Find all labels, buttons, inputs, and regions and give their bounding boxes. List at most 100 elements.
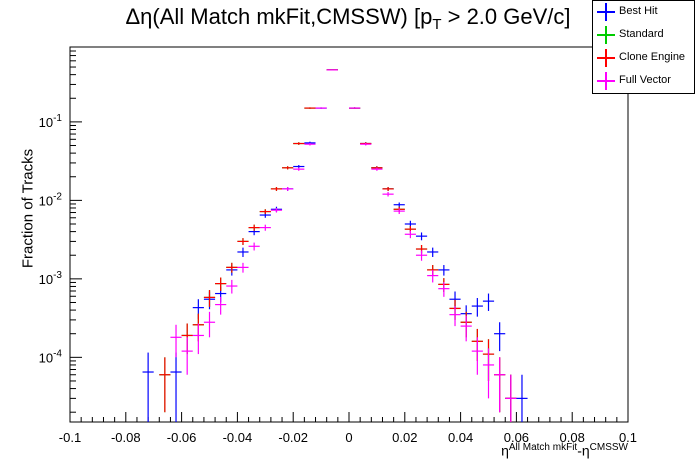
y-tick-exponent: -1 — [53, 113, 62, 124]
data-point — [203, 290, 216, 307]
y-tick-exponent: -3 — [53, 270, 62, 281]
y-tick-exponent: -4 — [53, 348, 62, 359]
x-tick-label: 0.02 — [392, 430, 417, 445]
data-point — [293, 167, 305, 171]
y-axis: 10-410-310-210-1 — [39, 46, 82, 413]
data-point — [415, 232, 428, 241]
legend-marker — [597, 26, 615, 44]
data-point — [203, 311, 216, 338]
x-tick-label: 0.08 — [560, 430, 585, 445]
data-point — [371, 167, 383, 171]
legend-entry-best-hit: Best Hit — [593, 1, 694, 23]
legend-entry-clone-engine: Clone Engine — [593, 47, 694, 69]
series-clone-engine — [159, 69, 517, 422]
legend-label: Clone Engine — [619, 51, 686, 63]
data-point — [270, 187, 283, 191]
data-point — [304, 107, 316, 109]
series-full-vector — [170, 69, 517, 422]
x-axis-label: ηAll Match mkFit-ηCMSSW — [501, 442, 628, 459]
data-point — [516, 374, 528, 422]
y-tick-base: 10 — [39, 272, 53, 287]
y-tick-base: 10 — [39, 350, 53, 365]
x-tick-label: -0.06 — [167, 430, 197, 445]
data-point — [438, 265, 450, 276]
data-point — [270, 207, 283, 213]
data-point — [382, 191, 394, 197]
data-point — [181, 337, 193, 375]
legend-marker — [597, 72, 615, 90]
data-point — [215, 296, 227, 315]
data-point — [248, 242, 260, 251]
data-point — [494, 357, 506, 413]
data-point — [482, 293, 495, 311]
legend-label: Standard — [619, 28, 664, 40]
series-layer — [142, 69, 528, 422]
x-axis: -0.1 -0.08 -0.06 -0.04 -0.02 0 0.02 0.04 0.06 0.0… — [59, 412, 637, 445]
data-point — [248, 224, 260, 231]
legend-marker — [597, 3, 615, 21]
data-point — [159, 357, 171, 413]
legend-entry-standard: Standard — [593, 24, 694, 46]
data-point — [471, 298, 483, 317]
data-point — [326, 69, 338, 71]
x-tick-label: 0.04 — [448, 430, 473, 445]
data-point — [237, 247, 249, 257]
data-point — [282, 166, 294, 170]
data-point — [215, 277, 227, 292]
data-point — [449, 306, 461, 327]
data-point — [427, 269, 439, 283]
chart-title: Δη(All Match mkFit,CMSSW) [pT > 2.0 GeV/… — [125, 4, 571, 33]
data-point — [382, 187, 394, 191]
y-tick-base: 10 — [39, 193, 53, 208]
y-tick-label: 10-4 — [39, 348, 63, 365]
y-tick-label: 10-3 — [39, 270, 63, 287]
legend: Best Hit Standard Clone Engine Full Vect… — [592, 0, 695, 94]
data-point — [170, 352, 182, 422]
data-point — [404, 230, 416, 239]
data-point — [438, 282, 450, 297]
legend-marker — [597, 49, 615, 67]
x-tick-label: -0.04 — [223, 430, 253, 445]
x-tick-label: -0.1 — [59, 430, 81, 445]
data-point — [282, 187, 294, 191]
data-point — [460, 315, 472, 342]
data-point — [360, 142, 372, 146]
data-point — [494, 322, 506, 352]
x-tick-label: 0.1 — [619, 430, 637, 445]
data-point — [293, 142, 305, 145]
data-point — [170, 324, 182, 358]
legend-label: Full Vector — [619, 74, 671, 86]
data-point — [237, 238, 249, 246]
data-point — [471, 337, 483, 375]
data-point — [393, 202, 405, 208]
y-tick-label: 10-1 — [39, 113, 63, 130]
legend-label: Best Hit — [619, 5, 658, 17]
data-point — [482, 348, 495, 399]
y-tick-exponent: -2 — [53, 191, 62, 202]
series-best-hit — [142, 69, 528, 422]
legend-entry-full-vector: Full Vector — [593, 70, 694, 92]
data-point — [259, 224, 271, 231]
data-point — [142, 352, 154, 422]
y-axis-label: Fraction of Tracks — [19, 148, 37, 269]
data-point — [226, 262, 238, 273]
x-tick-label: -0.08 — [111, 430, 141, 445]
data-point — [259, 209, 271, 215]
y-tick-base: 10 — [39, 115, 53, 130]
x-tick-label: -0.02 — [278, 430, 308, 445]
data-point — [505, 374, 517, 422]
series-standard — [159, 69, 517, 422]
y-tick-label: 10-2 — [39, 191, 63, 208]
x-tick-label: 0.06 — [504, 430, 529, 445]
data-point — [315, 107, 327, 109]
data-point — [237, 262, 249, 273]
data-point — [393, 208, 405, 215]
data-point — [427, 247, 439, 257]
data-point — [415, 250, 428, 261]
data-point — [349, 107, 361, 109]
data-point — [192, 323, 204, 355]
x-tick-label: 0 — [345, 430, 352, 445]
data-point — [226, 279, 238, 294]
frame — [69, 46, 629, 423]
